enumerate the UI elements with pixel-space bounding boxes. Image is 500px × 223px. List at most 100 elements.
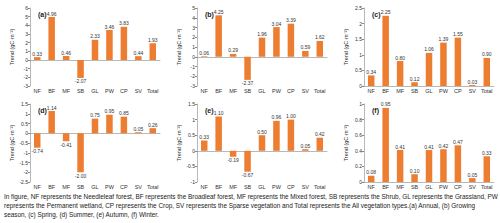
- svg-text:1.39: 1.39: [439, 36, 449, 42]
- svg-text:-3: -3: [191, 83, 196, 89]
- svg-text:Total: Total: [314, 184, 326, 190]
- svg-text:GL: GL: [91, 184, 98, 190]
- svg-text:1: 1: [192, 117, 195, 123]
- svg-text:(a): (a): [38, 11, 47, 19]
- svg-text:-1: -1: [191, 179, 196, 185]
- svg-text:BF: BF: [48, 88, 56, 94]
- svg-text:SV: SV: [469, 88, 477, 94]
- svg-text:NF: NF: [34, 88, 42, 94]
- svg-text:0.29: 0.29: [228, 47, 238, 53]
- svg-text:2.5: 2.5: [355, 5, 362, 11]
- svg-text:0.4: 0.4: [355, 148, 362, 154]
- svg-text:3.46: 3.46: [105, 24, 115, 30]
- svg-text:0.33: 0.33: [199, 134, 209, 140]
- svg-text:SB: SB: [77, 184, 85, 190]
- svg-text:NF: NF: [201, 184, 209, 190]
- svg-text:CP: CP: [287, 184, 295, 190]
- svg-text:0: 0: [359, 179, 362, 185]
- svg-text:1.93: 1.93: [148, 37, 158, 43]
- svg-text:0: 0: [192, 54, 195, 60]
- svg-text:SV: SV: [302, 88, 310, 94]
- svg-text:MF: MF: [229, 184, 238, 190]
- svg-text:Total: Total: [481, 88, 493, 94]
- svg-text:0.42: 0.42: [439, 143, 449, 149]
- svg-text:PW: PW: [439, 184, 449, 190]
- svg-text:NF: NF: [368, 184, 376, 190]
- svg-text:PW: PW: [105, 184, 115, 190]
- svg-text:SB: SB: [77, 88, 85, 94]
- svg-text:-2: -2: [24, 74, 29, 80]
- svg-text:0.03: 0.03: [467, 79, 477, 85]
- svg-text:BF: BF: [215, 184, 223, 190]
- svg-text:PW: PW: [272, 88, 282, 94]
- svg-text:MF: MF: [396, 184, 405, 190]
- svg-text:SB: SB: [244, 88, 252, 94]
- svg-text:3.04: 3.04: [272, 21, 282, 27]
- svg-text:1: 1: [192, 44, 195, 50]
- svg-text:0: 0: [359, 83, 362, 89]
- svg-text:1.10: 1.10: [214, 110, 224, 116]
- svg-text:2.33: 2.33: [90, 33, 100, 39]
- svg-text:0.50: 0.50: [257, 129, 267, 135]
- svg-text:(d): (d): [38, 107, 47, 115]
- svg-text:0.44: 0.44: [133, 50, 143, 56]
- svg-text:1: 1: [359, 52, 362, 58]
- svg-text:0.75: 0.75: [90, 112, 100, 118]
- svg-text:0: 0: [25, 57, 28, 63]
- svg-text:NF: NF: [368, 88, 376, 94]
- svg-text:CP: CP: [454, 184, 462, 190]
- svg-text:(f): (f): [372, 107, 379, 115]
- svg-text:-2: -2: [191, 73, 196, 79]
- svg-text:0.42: 0.42: [315, 131, 325, 137]
- svg-text:4.96: 4.96: [47, 11, 57, 17]
- svg-text:0.5: 0.5: [355, 67, 362, 73]
- svg-text:NF: NF: [34, 184, 42, 190]
- svg-text:-2.00: -2.00: [75, 173, 87, 179]
- svg-text:1.06: 1.06: [424, 46, 434, 52]
- svg-text:2: 2: [25, 40, 28, 46]
- svg-text:Trend (gC·m⁻²): Trend (gC·m⁻²): [176, 29, 182, 66]
- svg-text:1: 1: [25, 111, 28, 117]
- svg-text:GL: GL: [425, 88, 432, 94]
- svg-text:-1: -1: [24, 66, 29, 72]
- svg-text:0.2: 0.2: [355, 163, 362, 169]
- svg-text:Trend (gC·m⁻²): Trend (gC·m⁻²): [9, 29, 15, 66]
- svg-text:1.62: 1.62: [315, 34, 325, 40]
- svg-text:CP: CP: [454, 88, 462, 94]
- svg-text:Trend (gC·m⁻²): Trend (gC·m⁻²): [343, 125, 349, 162]
- svg-text:1.5: 1.5: [188, 101, 195, 107]
- svg-text:1.5: 1.5: [355, 36, 362, 42]
- svg-text:SB: SB: [411, 184, 419, 190]
- svg-text:Total: Total: [147, 184, 159, 190]
- svg-text:Total: Total: [147, 88, 159, 94]
- svg-text:-1: -1: [24, 150, 29, 156]
- svg-text:-0.5: -0.5: [186, 163, 195, 169]
- svg-text:SV: SV: [469, 184, 477, 190]
- svg-text:0.95: 0.95: [105, 108, 115, 114]
- svg-text:0.8: 0.8: [355, 117, 362, 123]
- svg-text:0.59: 0.59: [300, 44, 310, 50]
- svg-text:Total: Total: [481, 184, 493, 190]
- svg-text:MF: MF: [62, 184, 71, 190]
- svg-text:0.47: 0.47: [453, 139, 463, 145]
- svg-text:SV: SV: [302, 184, 310, 190]
- svg-text:3.39: 3.39: [286, 17, 296, 23]
- svg-text:0.05: 0.05: [467, 172, 477, 178]
- svg-text:2: 2: [192, 34, 195, 40]
- svg-text:(c): (c): [372, 11, 381, 19]
- svg-text:MF: MF: [396, 88, 405, 94]
- svg-text:1.96: 1.96: [257, 31, 267, 37]
- svg-text:0.6: 0.6: [355, 132, 362, 138]
- svg-text:-2: -2: [24, 169, 29, 175]
- svg-text:SB: SB: [411, 88, 419, 94]
- svg-text:Trend (gC·m⁻²): Trend (gC·m⁻²): [343, 29, 349, 66]
- svg-text:3.83: 3.83: [119, 20, 129, 26]
- svg-text:4.25: 4.25: [214, 9, 224, 15]
- svg-text:0.12: 0.12: [410, 76, 420, 82]
- svg-text:(e): (e): [205, 107, 214, 115]
- svg-text:4: 4: [25, 22, 28, 28]
- svg-text:Trend (gC·m⁻²): Trend (gC·m⁻²): [176, 125, 182, 162]
- svg-text:3: 3: [192, 25, 195, 31]
- svg-text:5: 5: [192, 5, 195, 11]
- svg-text:GL: GL: [258, 88, 265, 94]
